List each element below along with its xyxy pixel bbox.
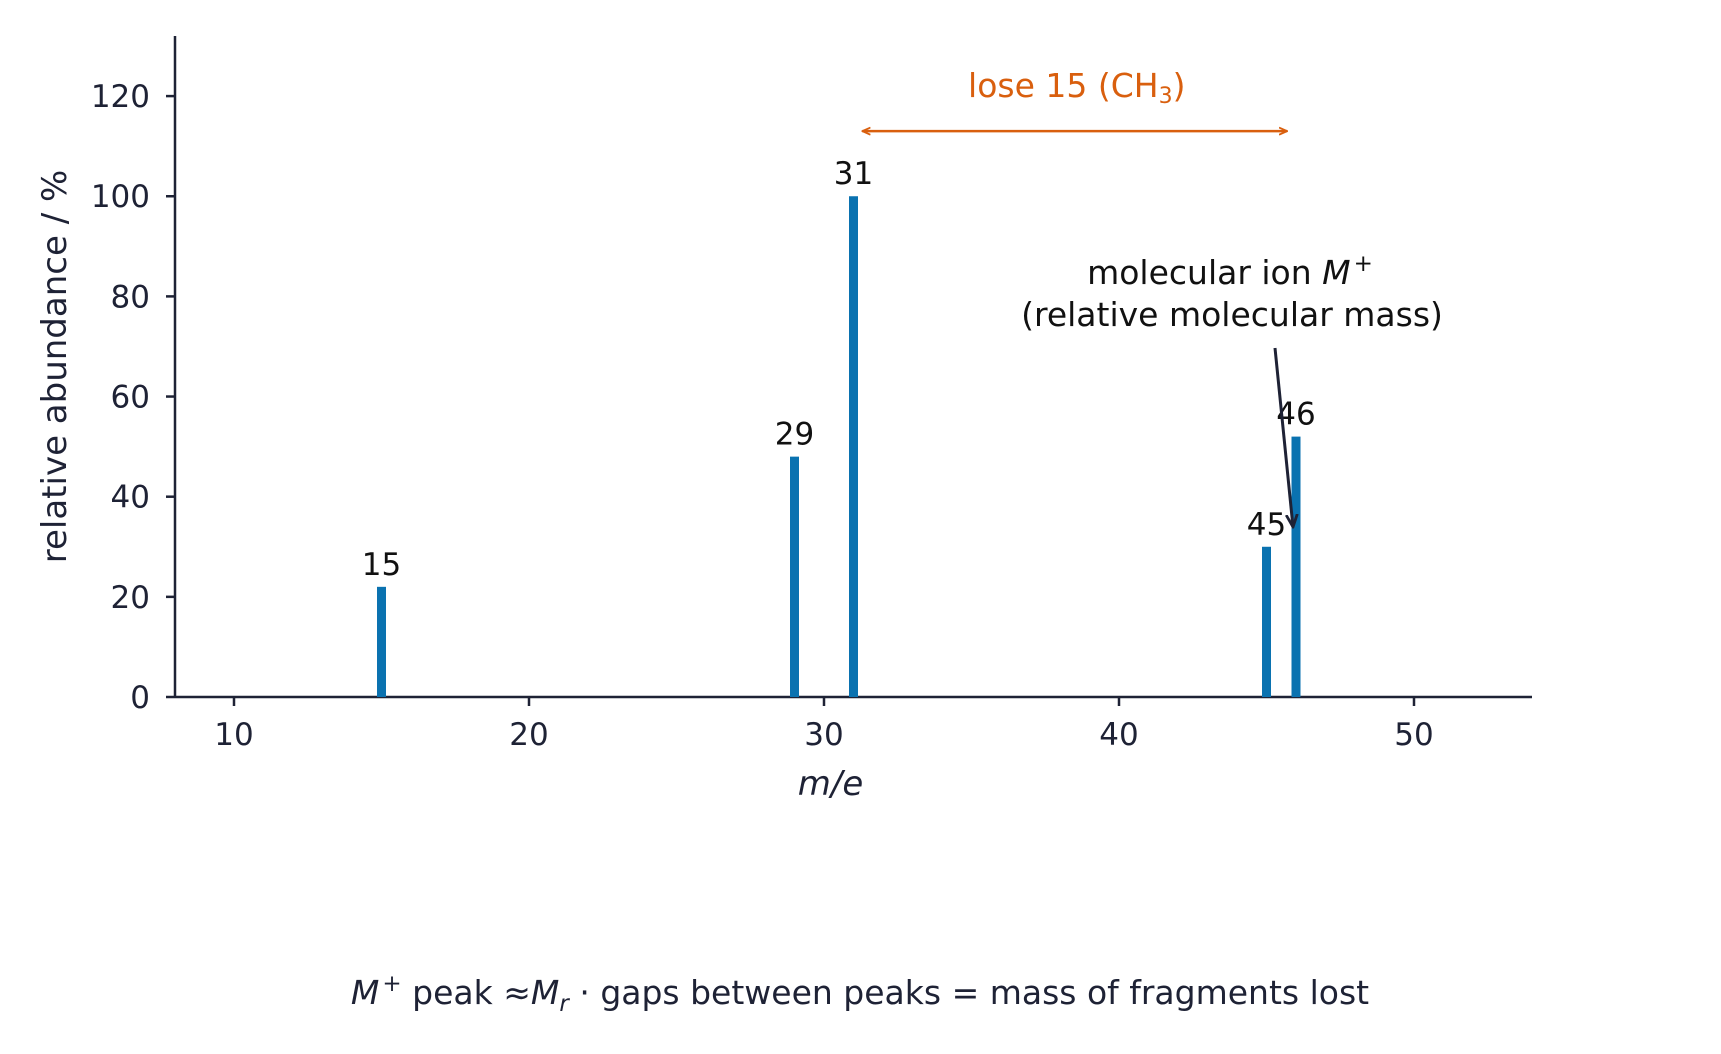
- y-tick-label: 100: [91, 179, 150, 215]
- mass-loss-label-subscript: 3: [1159, 84, 1173, 109]
- peak-label: 31: [834, 156, 873, 192]
- mass-loss-annotation: lose 15 (CH3): [862, 66, 1287, 131]
- mass-loss-label-end: ): [1173, 66, 1186, 105]
- molecular-ion-sublabel: (relative molecular mass): [1021, 295, 1443, 334]
- y-tick-label: 80: [111, 279, 150, 315]
- molecular-ion-symbol: M: [1322, 253, 1350, 292]
- molecular-ion-arrow: [1273, 347, 1293, 527]
- x-tick-label: 40: [1099, 717, 1138, 753]
- x-tick-label: 50: [1394, 717, 1433, 753]
- y-ticks: 0 20 40 60 80 100 120: [91, 79, 175, 716]
- y-tick-label: 20: [111, 580, 150, 616]
- peak-bars: [377, 196, 1301, 697]
- peak-bar: [1262, 546, 1271, 697]
- x-axis-title: m/e: [798, 764, 864, 804]
- x-tick-label: 30: [804, 717, 843, 753]
- y-tick-label: 120: [91, 79, 150, 115]
- footer-text-2: · gaps between peaks = mass of fragments…: [569, 973, 1369, 1012]
- footer-text-1: peak ≈: [402, 973, 531, 1012]
- footer-symbol: M: [351, 973, 379, 1012]
- peak-bar: [377, 586, 386, 697]
- peak-label: 15: [362, 547, 401, 583]
- molecular-ion-annotation: molecular ion M + (relative molecular mas…: [1021, 251, 1443, 527]
- x-tick-label: 20: [509, 717, 548, 753]
- chart-footer-note: M + peak ≈Mr · gaps between peaks = mass …: [351, 971, 1369, 1017]
- x-ticks: 10 20 30 40 50: [214, 697, 1434, 753]
- mass-loss-label: lose 15 (CH3): [968, 66, 1185, 109]
- peak-label: 45: [1247, 507, 1286, 543]
- x-tick-label: 10: [214, 717, 253, 753]
- y-tick-label: 0: [130, 680, 150, 716]
- molecular-ion-label-text: molecular ion: [1087, 253, 1322, 292]
- y-tick-label: 60: [111, 380, 150, 416]
- footer-superscript: +: [382, 971, 401, 997]
- footer-symbol-2: M: [531, 973, 559, 1012]
- y-axis-title: relative abundance / %: [35, 170, 75, 564]
- molecular-ion-label: molecular ion M +: [1087, 251, 1373, 292]
- peak-bar: [1291, 436, 1301, 697]
- mass-loss-label-main: lose 15 (CH: [968, 66, 1159, 105]
- peak-bar: [790, 456, 799, 697]
- y-tick-label: 40: [111, 480, 150, 516]
- peak-label: 29: [775, 417, 814, 453]
- peak-bar: [849, 196, 858, 697]
- molecular-ion-superscript: +: [1354, 251, 1373, 277]
- footer-subscript: r: [559, 991, 570, 1017]
